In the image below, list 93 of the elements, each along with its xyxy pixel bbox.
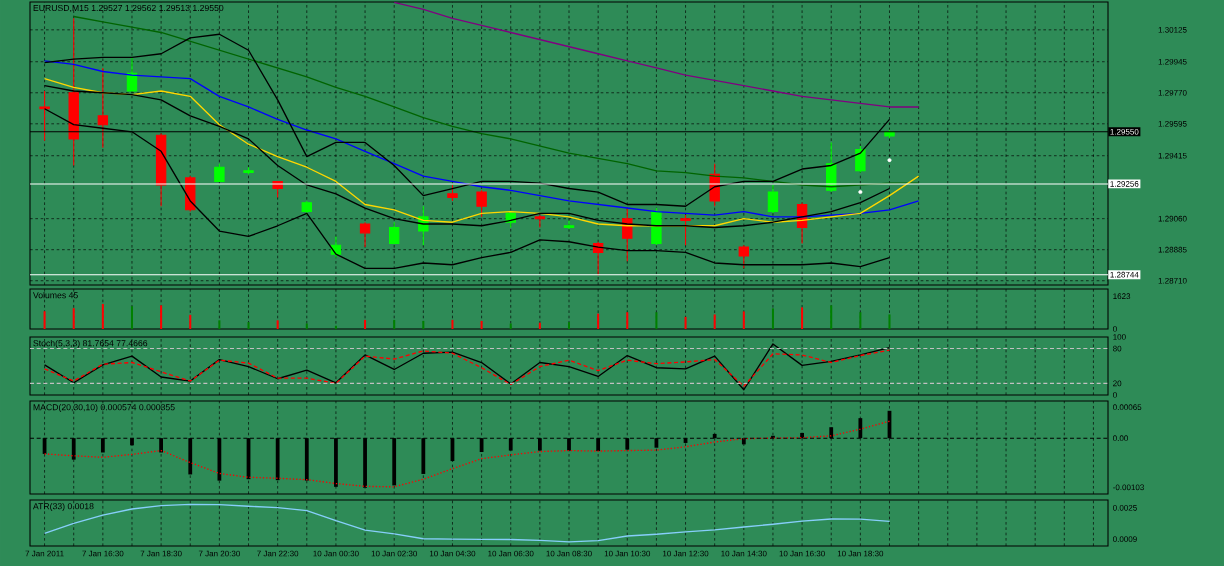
y-tick-label: 100 — [1113, 334, 1126, 340]
y-tick-label: 0.00 — [1113, 435, 1128, 442]
chart-title: Stoch(5,3,3) 81.7654 77.4666 — [33, 339, 148, 348]
bar — [130, 306, 133, 329]
candlestick — [680, 214, 691, 246]
y-tick-label: 0 — [1113, 326, 1117, 332]
chart-title: Volumes 45 — [32, 291, 78, 299]
x-tick-label: 10 Jan 18:30 — [837, 550, 884, 557]
candlestick — [855, 145, 866, 174]
candlestick — [39, 90, 50, 142]
bar — [422, 320, 425, 329]
x-tick-label: 7 Jan 16:30 — [82, 550, 124, 557]
bar — [684, 316, 687, 329]
y-tick-label: 20 — [1113, 380, 1122, 387]
candlestick — [563, 219, 575, 230]
ref-line-label: 1.28744 — [1110, 271, 1139, 278]
ref-line-label: 1.29256 — [1110, 181, 1139, 187]
bar — [538, 322, 541, 329]
bar — [859, 312, 862, 329]
candlestick — [97, 67, 109, 149]
candlestick — [155, 133, 167, 207]
bar — [801, 307, 804, 329]
candlestick — [884, 129, 895, 139]
line-series — [43, 420, 891, 488]
y-tick-label: 1623 — [1113, 293, 1131, 300]
chart-title: MACD(20,30,10) 0.000574 0.000355 — [33, 403, 175, 412]
y-tick-label: 1.30125 — [1158, 27, 1187, 33]
x-tick-label: 10 Jan 10:30 — [604, 550, 651, 557]
y-tick-label: 80 — [1113, 345, 1122, 352]
bar — [247, 322, 250, 329]
bar — [509, 323, 512, 329]
x-tick-label: 10 Jan 16:30 — [779, 550, 825, 557]
y-tick-label: 1.29770 — [1158, 89, 1187, 96]
bar — [393, 319, 396, 329]
candlestick — [214, 163, 225, 182]
bar — [218, 320, 221, 329]
bar — [888, 314, 891, 329]
candlestick — [738, 244, 750, 269]
chart-title: EURUSD,M15 1.29527 1.29562 1.29513 1.29550 — [33, 4, 224, 13]
bar — [189, 314, 192, 329]
candlestick — [301, 200, 312, 216]
x-tick-label: 10 Jan 14:30 — [721, 550, 767, 557]
bar — [160, 305, 163, 329]
bar — [101, 303, 104, 329]
bar — [742, 311, 745, 329]
y-tick-label: 0 — [1113, 392, 1117, 398]
bar — [713, 314, 716, 329]
y-tick-label: 1.29945 — [1158, 58, 1187, 65]
candlestick — [767, 184, 779, 214]
y-tick-label: 0.00065 — [1113, 404, 1142, 411]
bar — [305, 323, 308, 329]
bar — [43, 311, 46, 329]
x-tick-label: 7 Jan 20:30 — [198, 550, 240, 557]
line-series — [43, 349, 891, 387]
bar — [364, 319, 367, 329]
bar — [567, 322, 571, 329]
y-tick-label: -0.00103 — [1113, 484, 1144, 491]
x-tick-label: 10 Jan 08:30 — [546, 550, 592, 557]
chart-title: ATR(33) 0.0018 — [32, 502, 94, 511]
candlestick — [68, 17, 79, 167]
y-tick-label: 1.28710 — [1158, 277, 1187, 284]
x-tick-label: 10 Jan 04:30 — [429, 550, 476, 557]
y-tick-label: 1.28885 — [1158, 246, 1187, 253]
x-tick-label: 10 Jan 00:30 — [313, 550, 359, 557]
candlestick — [243, 166, 254, 175]
y-tick-label: 1.29060 — [1158, 215, 1187, 222]
y-tick-label: 1.29595 — [1158, 120, 1187, 127]
bar — [771, 308, 774, 329]
bar — [72, 308, 75, 329]
y-tick-label: 0.0009 — [1113, 536, 1137, 542]
candlestick — [447, 184, 458, 202]
candlestick — [651, 207, 662, 246]
x-tick-label: 10 Jan 02:30 — [371, 550, 418, 557]
y-tick-label: 0.0025 — [1113, 504, 1137, 511]
x-tick-label: 7 Jan 22:30 — [257, 550, 299, 557]
bar — [480, 320, 483, 329]
candlestick — [359, 221, 371, 248]
bar — [830, 305, 833, 329]
bar — [655, 312, 658, 329]
x-tick-label: 10 Jan 06:30 — [488, 550, 534, 557]
x-tick-label: 7 Jan 2011 — [25, 550, 64, 557]
bar — [276, 320, 279, 329]
candlestick — [476, 189, 487, 218]
candlestick — [534, 214, 546, 229]
y-tick-label: 1.29415 — [1158, 152, 1187, 159]
bar — [626, 312, 629, 329]
bar — [451, 319, 454, 329]
bar — [597, 313, 600, 329]
x-tick-label: 10 Jan 12:30 — [663, 550, 709, 557]
candlestick — [126, 56, 138, 92]
x-tick-label: 7 Jan 18:30 — [140, 550, 182, 557]
ref-line-label: 1.29550 — [1110, 128, 1139, 135]
candlestick — [389, 221, 400, 245]
